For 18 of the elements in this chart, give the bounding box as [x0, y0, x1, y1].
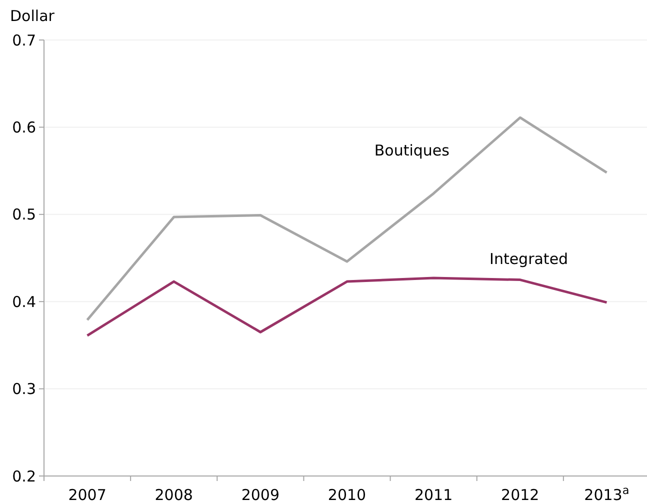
y-tick-label: 0.2 [12, 467, 36, 486]
y-tick-label: 0.7 [12, 31, 36, 50]
y-tick-label: 0.4 [12, 292, 36, 311]
line-series [86, 116, 608, 322]
line-series [86, 276, 608, 337]
x-tick-label: 2007 [68, 486, 106, 504]
x-tick-label: 2013$^{a}$ [584, 484, 630, 504]
series-label: Boutiques [374, 141, 450, 160]
x-tick-label: 2011 [414, 486, 453, 504]
y-tick-label: 0.6 [12, 118, 36, 136]
x-tick-label: 2009 [241, 486, 280, 504]
y-tick-label: 0.3 [12, 380, 36, 398]
x-tick-label: 2012 [501, 486, 540, 504]
y-tick-label: 0.5 [12, 206, 36, 224]
x-tick-label: 2010 [328, 486, 366, 504]
y-axis-title: Dollar [10, 7, 56, 25]
x-tick-label: 2008 [154, 486, 193, 504]
series-label: Integrated [490, 250, 568, 268]
